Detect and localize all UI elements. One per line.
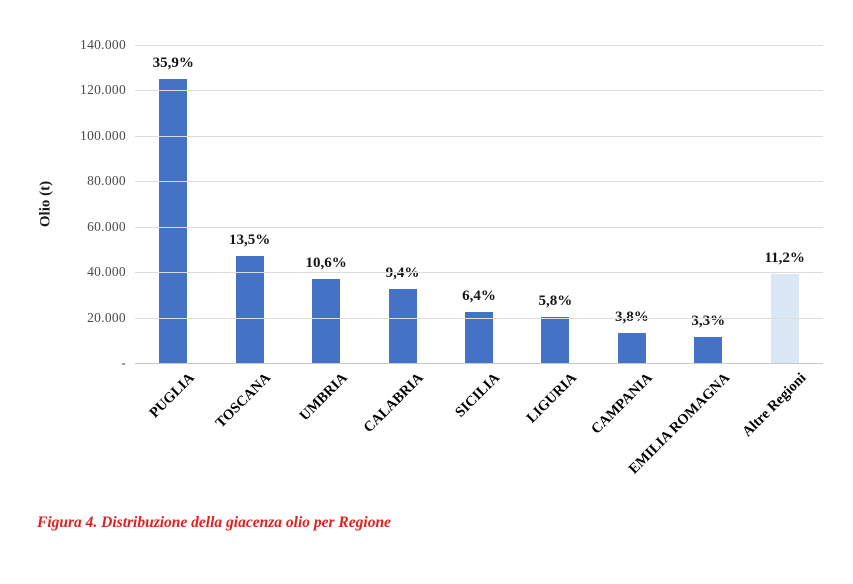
bar-column: 11,2% Altre Regioni [739, 45, 823, 440]
gridline [135, 317, 823, 319]
x-tick-label: Altre Regioni [738, 370, 810, 441]
bar-column: 3,3% EMILIA ROMAGNA [625, 45, 746, 477]
y-axis: 140.000 120.000 100.000 80.000 60.000 40.000 2… [0, 37, 126, 370]
x-axis-line [135, 363, 823, 364]
bar-value-label: 6,4% [462, 288, 496, 305]
figure-caption: Figura 4. Distribuzione della giacenza o… [37, 514, 391, 531]
bar-column: 10,6% UMBRIA [288, 45, 364, 424]
bar-value-label: 13,5% [229, 232, 271, 249]
x-tick-label: PUGLIA [146, 370, 198, 422]
bar [617, 333, 646, 363]
y-tick-label: - [121, 355, 126, 370]
bar [464, 312, 493, 363]
bar [770, 274, 799, 363]
bar [388, 288, 417, 363]
gridline [135, 226, 823, 228]
bar-value-label: 3,3% [691, 312, 726, 329]
bar [159, 79, 188, 363]
bar-column: 3,8% CAMPANIA [589, 45, 670, 437]
bar [312, 279, 341, 363]
bar-value-label: 10,6% [305, 255, 347, 272]
y-tick-label: 40.000 [87, 264, 126, 280]
bar-value-label: 5,8% [538, 293, 573, 310]
x-tick-label: CAMPANIA [588, 370, 657, 438]
bar-value-label: 3,8% [614, 309, 649, 326]
bar-column: 35,9% PUGLIA [135, 45, 211, 421]
gridline [135, 135, 823, 137]
gridline [135, 272, 823, 274]
y-tick-label: 20.000 [87, 309, 126, 325]
gridline [135, 90, 823, 92]
bar [235, 256, 264, 363]
y-tick-label: 140.000 [80, 37, 126, 52]
y-tick-label: 120.000 [80, 82, 126, 98]
x-tick-label: UMBRIA [296, 370, 351, 425]
bar-chart: Olio (t) 140.000 120.000 100.000 80.000 60.0… [0, 37, 823, 477]
x-tick-label: LIGURIA [523, 370, 580, 427]
bars: 35,9% PUGLIA 13,5% TOSCANA 10,6% UMBRIA 9,4% CA… [135, 45, 823, 477]
gridline [135, 181, 823, 183]
plot-area: 35,9% PUGLIA 13,5% TOSCANA 10,6% UMBRIA 9,4% CA… [135, 45, 823, 477]
bar-column: 5,8% LIGURIA [517, 45, 593, 426]
gridline [135, 45, 823, 46]
y-tick-label: 100.000 [80, 127, 126, 143]
y-tick-label: 60.000 [87, 218, 126, 234]
bar [694, 336, 723, 363]
bar-column: 6,4% SICILIA [441, 45, 517, 420]
x-tick-label: CALABRIA [360, 370, 427, 437]
y-tick-label: 80.000 [87, 173, 126, 189]
bar-value-label: 35,9% [152, 55, 194, 72]
bar-column: 9,4% CALABRIA [361, 45, 440, 436]
bar-value-label: 11,2% [764, 250, 805, 267]
bar-column: 13,5% TOSCANA [211, 45, 287, 431]
x-tick-label: SICILIA [452, 370, 504, 421]
x-tick-label: TOSCANA [212, 370, 274, 432]
bar [541, 317, 570, 363]
